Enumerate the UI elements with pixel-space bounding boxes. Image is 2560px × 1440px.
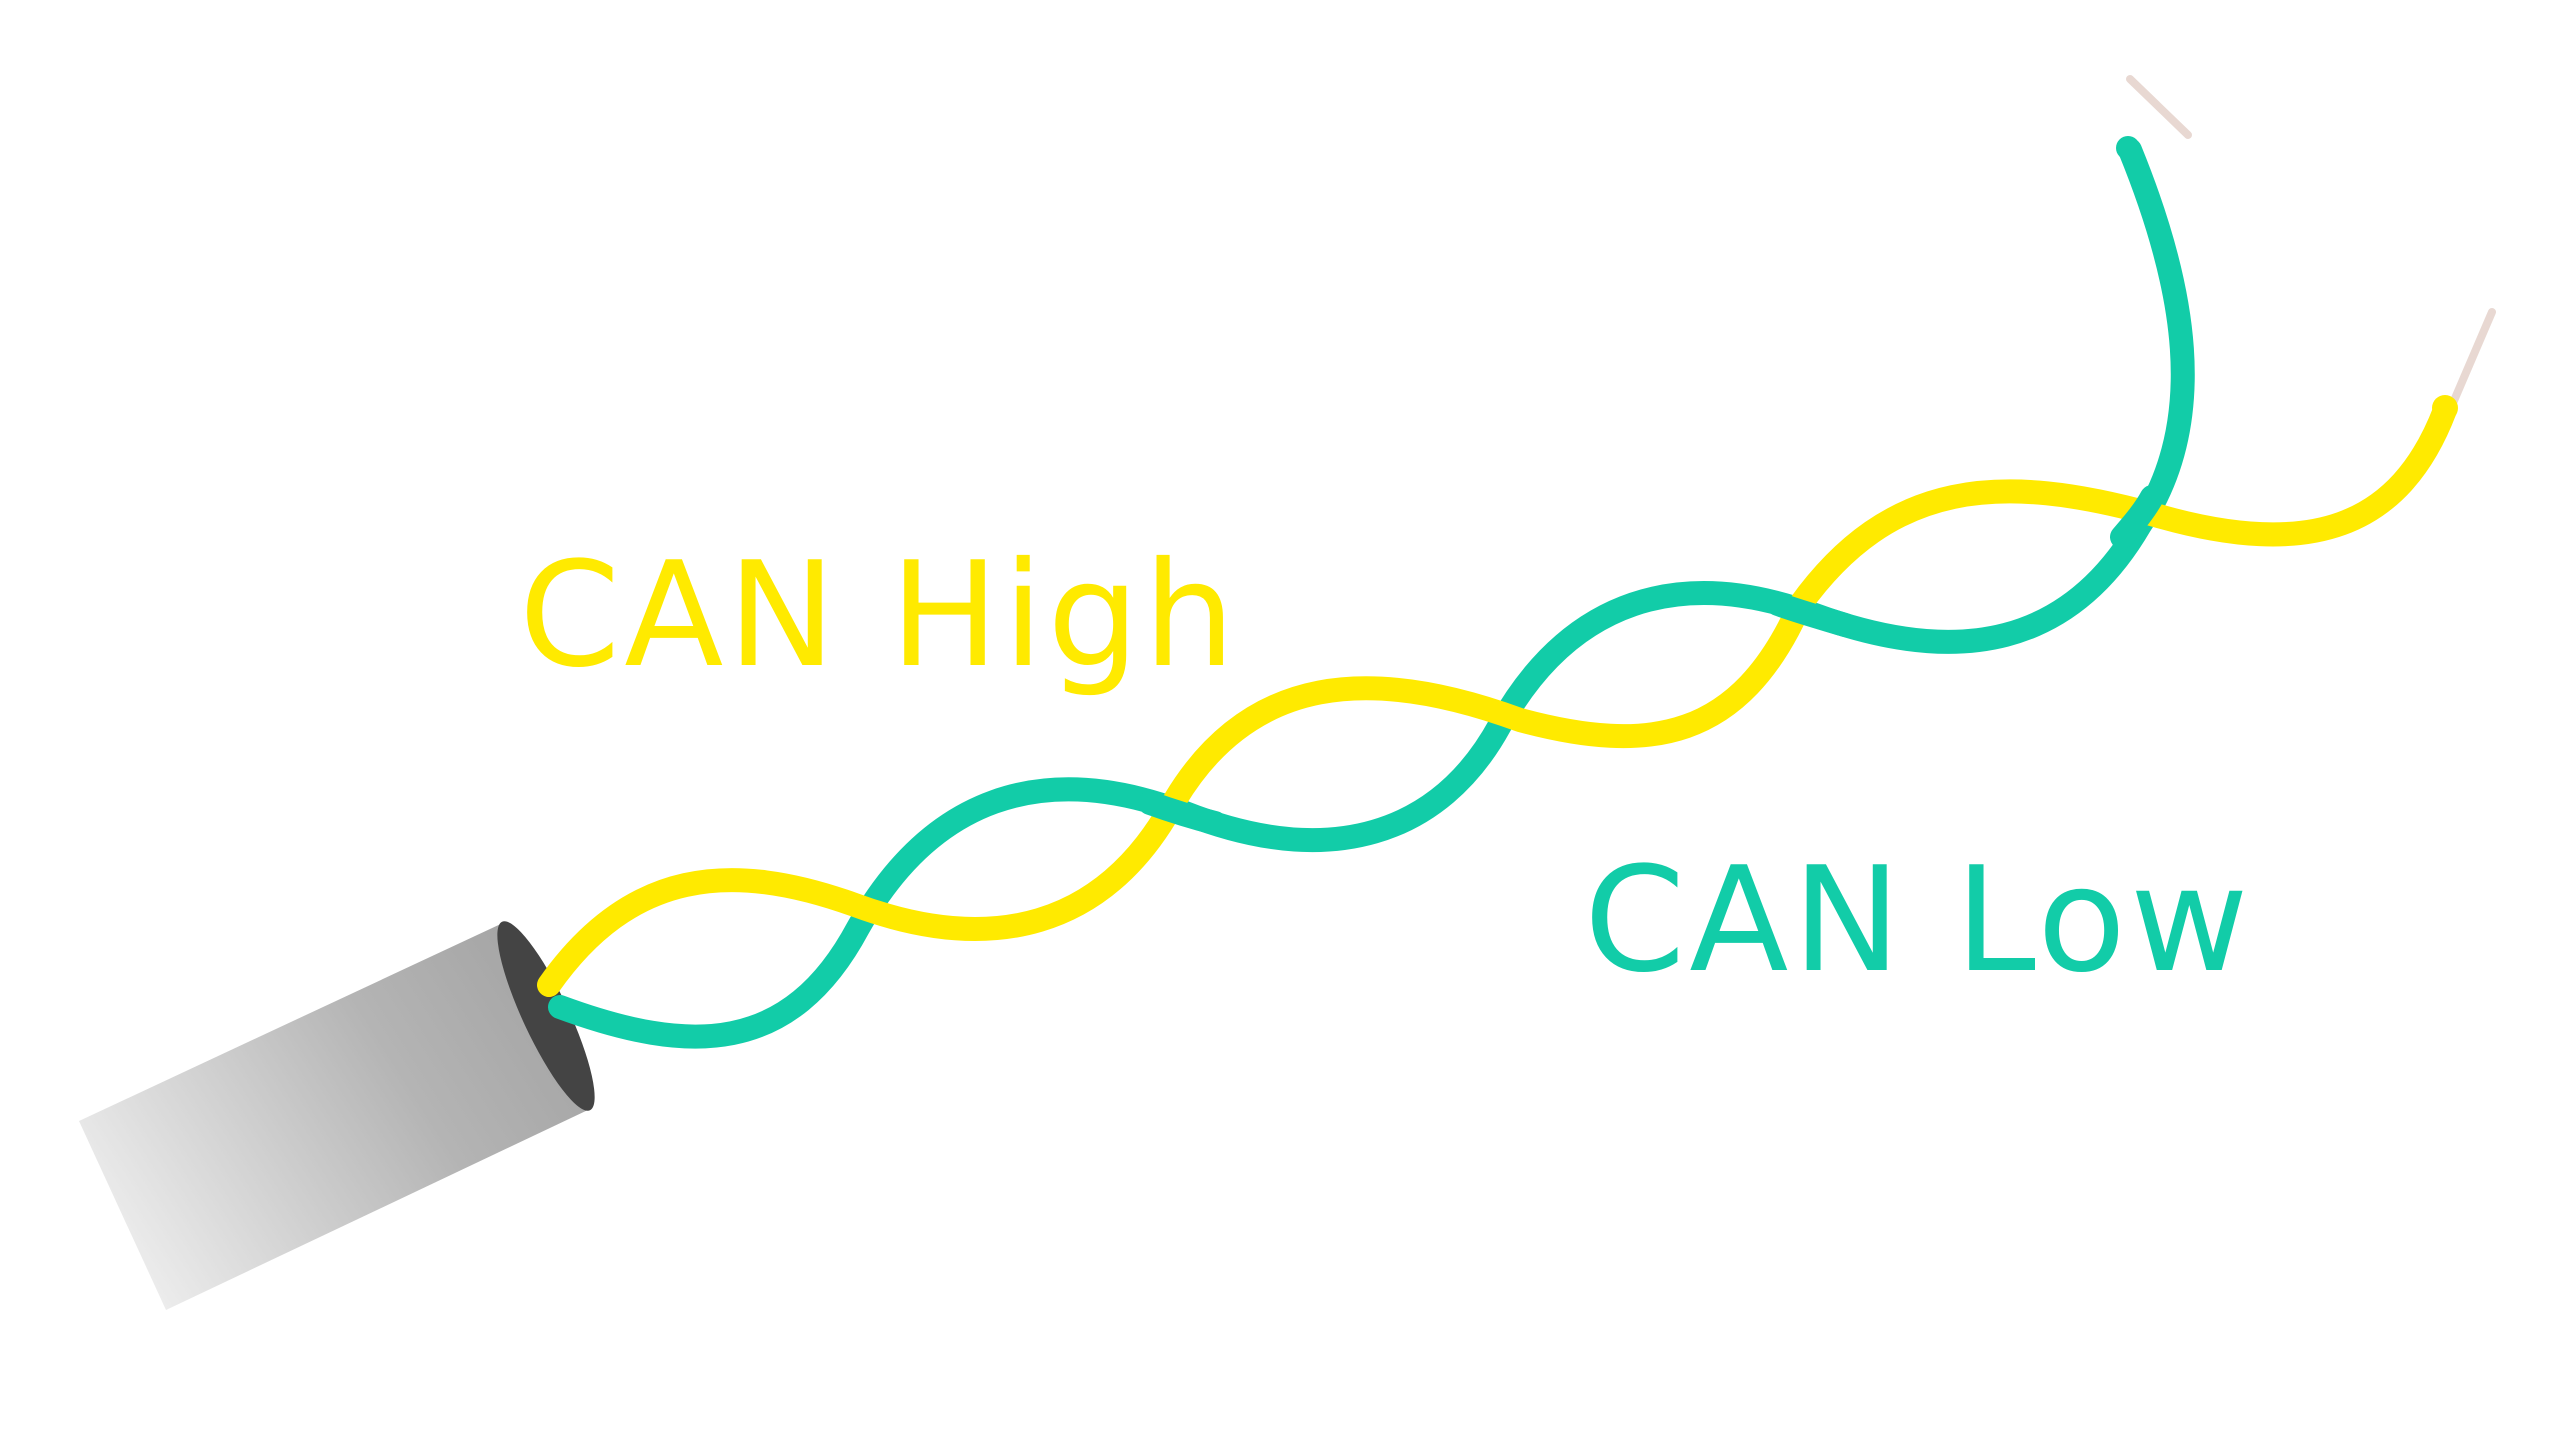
bare-conductors [2126, 75, 2496, 414]
can-low-label: CAN Low [1584, 836, 2253, 1005]
can-low-crossing-2 [1766, 592, 1857, 637]
can-high-conductor-tip [2446, 308, 2496, 414]
cable-jacket-body [79, 922, 590, 1310]
can-high-wire-end [2432, 395, 2458, 421]
can-low-wire-end [2116, 136, 2140, 160]
can-high-label: CAN High [519, 531, 1239, 700]
can-low-crossings [1138, 485, 2164, 835]
cable-jacket [79, 921, 595, 1310]
cable-end-cap [497, 921, 595, 1111]
can-low-conductor-tip [2126, 75, 2192, 139]
can-low-crossing-1 [1138, 791, 1227, 835]
can-low-crossing-3 [2110, 485, 2164, 549]
